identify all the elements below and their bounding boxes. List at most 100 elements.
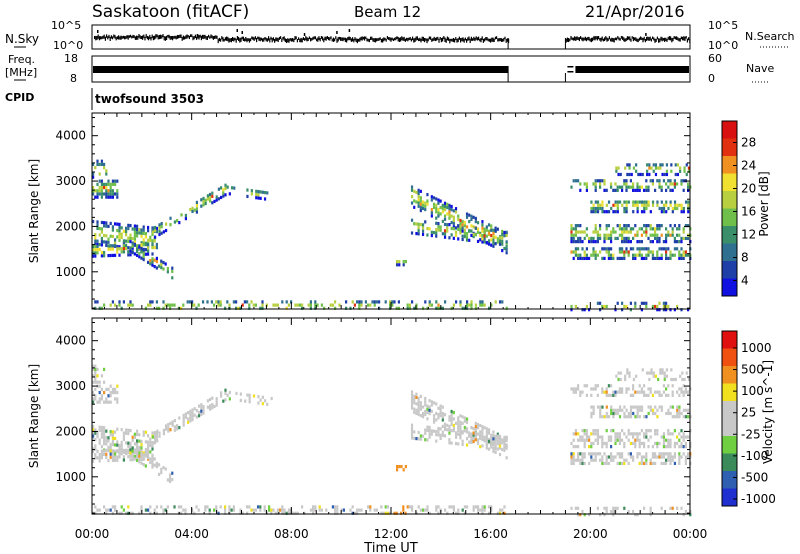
power-cell: [665, 236, 668, 241]
velocity-cell: [579, 458, 582, 462]
velocity-cell: [171, 478, 174, 482]
noise-point: [211, 35, 213, 39]
velocity-cell: [276, 508, 279, 512]
velocity-cell: [285, 511, 288, 515]
velocity-cell: [643, 390, 646, 394]
power-cell: [680, 203, 683, 207]
noise-point: [466, 38, 468, 43]
velocity-cell: [638, 408, 641, 412]
power-cell: [481, 237, 484, 241]
velocity-cell: [92, 459, 95, 463]
noise-point: [275, 37, 277, 42]
noise-point: [426, 38, 428, 44]
power-cell: [466, 306, 469, 310]
velocity-cell: [133, 448, 136, 452]
power-cell: [616, 301, 619, 305]
power-cell: [461, 306, 464, 310]
power-cell: [623, 210, 626, 214]
velocity-cell: [658, 455, 661, 459]
power-cell: [654, 163, 658, 167]
power-cell: [127, 246, 130, 250]
velocity-cell: [446, 511, 449, 515]
noise-point: [173, 36, 175, 39]
power-cell: [122, 243, 125, 248]
noise-point: [668, 36, 670, 41]
velocity-cell: [430, 429, 433, 433]
power-cell: [155, 266, 158, 270]
freq-left-tick-bottom: 8: [70, 72, 77, 85]
power-cell: [98, 192, 101, 196]
noise-point: [119, 36, 121, 40]
power-cell: [191, 206, 194, 210]
power-cell: [479, 238, 482, 242]
velocity-cell: [629, 408, 633, 412]
noise-point: [476, 37, 478, 41]
power-cell: [435, 234, 438, 238]
power-cell: [628, 163, 631, 167]
power-cell: [461, 226, 464, 230]
velocity-cell: [680, 435, 683, 439]
noise-point: [444, 37, 446, 42]
velocity-cell: [228, 390, 231, 395]
velocity-cell: [485, 436, 488, 440]
power-cell: [638, 200, 641, 204]
velocity-cell: [627, 438, 630, 442]
velocity-cell: [200, 409, 203, 413]
velocity-cell: [612, 455, 615, 459]
noise-point: [181, 36, 183, 41]
power-cell: [687, 210, 690, 214]
power-cell: [116, 247, 119, 251]
colorbar-segment: [722, 436, 737, 454]
power-cell: [94, 189, 97, 193]
velocity-cell: [162, 428, 165, 433]
velocity-cell: [570, 387, 573, 391]
power-cell: [594, 179, 597, 183]
power-cell: [637, 172, 640, 177]
velocity-cell: [142, 451, 145, 455]
noise-point: [578, 37, 580, 42]
power-cell: [160, 231, 163, 235]
noise-point: [352, 37, 354, 42]
noise-point: [430, 36, 432, 40]
power-cell: [645, 179, 648, 183]
power-cell: [413, 205, 416, 209]
power-cell: [669, 224, 672, 228]
velocity-cell: [579, 435, 582, 439]
velocity-cell: [417, 409, 420, 413]
power-cell: [676, 172, 680, 177]
x-axis-tick-labels: 00:00 04:00 08:00 12:00 16:00 20:00 00:00: [75, 527, 708, 541]
noise-point: [322, 36, 324, 41]
power-cell: [228, 303, 231, 307]
velocity-cell: [136, 429, 139, 433]
velocity-cell: [149, 457, 152, 461]
noise-point: [470, 36, 472, 41]
velocity-cell: [261, 402, 264, 406]
noise-point: [332, 37, 334, 42]
x-tick-label: 00:00: [673, 527, 708, 541]
power-cell: [674, 172, 677, 177]
noise-point: [583, 37, 585, 41]
velocity-cell: [193, 511, 196, 515]
velocity-cell: [224, 505, 227, 509]
power-cell: [173, 220, 176, 224]
power-cell: [618, 185, 621, 189]
colorbar-segment: [722, 488, 737, 507]
power-cell: [680, 247, 683, 251]
power-cell: [645, 206, 648, 211]
velocity-cell: [660, 461, 663, 466]
velocity-cell: [627, 387, 630, 391]
noise-point: [220, 38, 222, 42]
velocity-cell: [665, 458, 668, 462]
velocity-cell: [641, 368, 644, 372]
velocity-cell: [623, 506, 626, 510]
velocity-cell: [127, 455, 130, 459]
velocity-cell: [206, 405, 209, 409]
power-cell: [501, 248, 504, 253]
power-cell: [618, 247, 621, 251]
power-cell: [114, 238, 117, 242]
power-cell: [446, 223, 449, 227]
noise-point: [493, 38, 495, 42]
velocity-cell: [105, 508, 108, 512]
power-cell: [419, 208, 422, 213]
velocity-cell: [648, 371, 651, 375]
